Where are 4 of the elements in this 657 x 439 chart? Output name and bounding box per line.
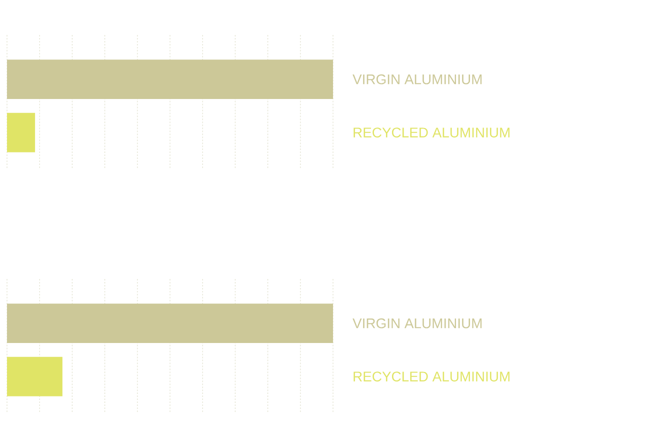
- y-tick-label: RECYCLED ALUMINIUM: [354, 128, 510, 138]
- y-tick-label: RECYCLED ALUMINIUM: [354, 372, 510, 382]
- y-tick-label: VIRGIN ALUMINIUM: [352, 318, 482, 328]
- y-tick-label: VIRGIN ALUMINIUM: [352, 74, 482, 84]
